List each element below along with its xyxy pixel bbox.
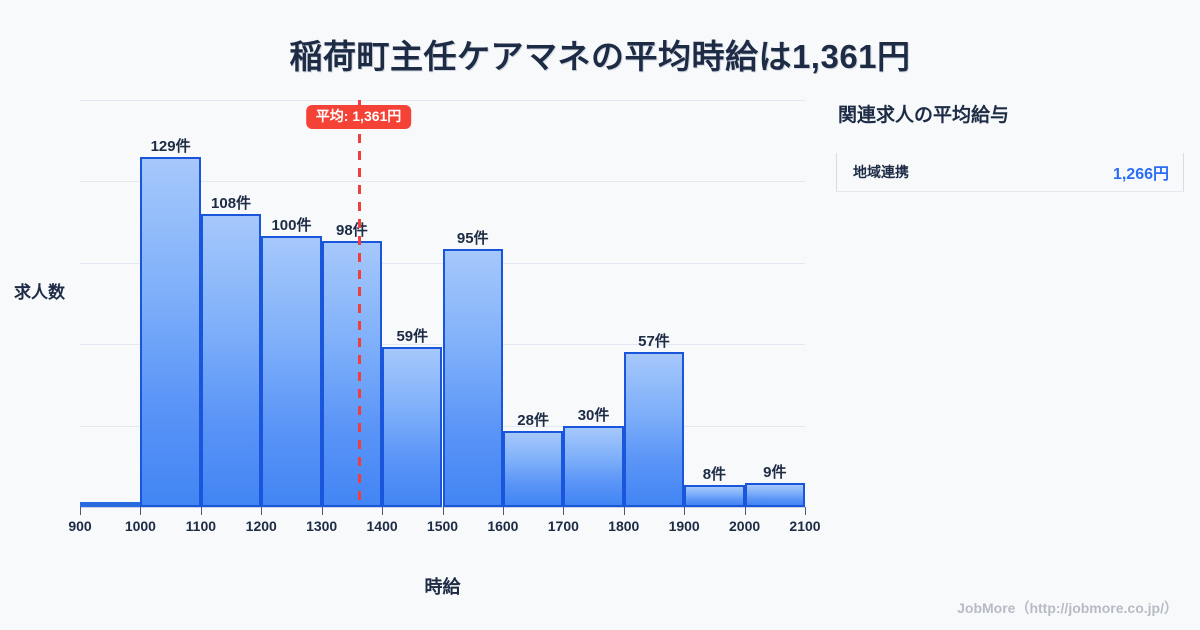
gridline [80,181,805,183]
x-tick-label: 1500 [426,518,459,534]
related-salary-list: 地域連携 1,266円 [836,153,1184,192]
x-tick [744,507,746,515]
bar [200,213,262,507]
bar [382,346,443,507]
salary-row-name: 地域連携 [853,164,909,180]
chart-container: 求人数 129件 108件 100件 98件 59件 95件 28件 30件 57件 8件 9件 9… [14,100,821,597]
x-tick-label: 2100 [789,518,821,534]
x-tick-label: 1300 [306,518,338,534]
bar [563,425,624,507]
x-tick [80,507,81,515]
x-tick-label: 1700 [547,518,579,534]
x-tick-label: 1400 [366,518,398,534]
bar-value-label: 108件 [211,194,252,212]
bar-value-label: 8件 [702,466,727,484]
x-tick [623,507,625,515]
watermark: JobMore（http://jobmore.co.jp/） [957,600,1178,616]
x-tick-label: 900 [68,518,92,534]
x-tick-label: 1600 [487,518,519,534]
salary-row-value: 1,266円 [1112,166,1169,183]
page-title: 稲荷町主任ケアマネの平均時給は1,361円 [289,38,911,75]
related-salary-heading: 関連求人の平均給与 [838,105,1010,126]
salary-row: 地域連携 1,266円 [836,153,1184,192]
x-tick [382,507,384,515]
bar-value-label: 59件 [396,327,429,345]
bar-value-label: 30件 [577,406,610,424]
bar [80,502,141,507]
x-tick [502,507,504,515]
related-salary-panel: 関連求人の平均給与 地域連携 1,266円 [836,100,1184,192]
y-axis-title: 求人数 [14,283,65,302]
bar-value-label: 28件 [517,412,549,430]
bar [442,249,503,507]
x-tick [563,507,565,515]
bar-value-label: 9件 [763,463,787,481]
average-line [357,100,361,507]
bar-value-label: 57件 [638,333,670,351]
average-badge: 平均: 1,361円 [305,105,412,130]
plot-area: 129件 108件 100件 98件 59件 95件 28件 30件 57件 8件 9件 900 10… [68,100,821,534]
x-tick-label: 1900 [668,518,700,534]
bar [321,241,383,507]
bar [684,485,745,507]
x-tick [442,507,444,515]
x-axis-title: 時給 [424,577,461,597]
bar-value-label: 98件 [336,222,368,240]
x-tick [321,507,323,515]
x-tick-label: 1200 [245,518,277,534]
x-tick-label: 1000 [124,518,156,534]
bar-value-label: 95件 [456,230,489,248]
bar [744,482,805,507]
bar [140,156,201,507]
x-tick-label: 2000 [729,518,761,534]
gridline [80,100,805,101]
bar-value-label: 129件 [150,137,191,155]
x-tick-label: 1800 [608,518,640,534]
x-tick [805,507,806,515]
bar-value-label: 100件 [271,216,312,234]
bar [502,431,564,507]
x-tick [140,507,142,515]
x-tick [200,507,202,515]
x-tick-label: 1100 [185,518,217,534]
x-tick [684,507,686,515]
bar [261,235,322,507]
bar [623,352,685,507]
x-tick [261,507,263,515]
